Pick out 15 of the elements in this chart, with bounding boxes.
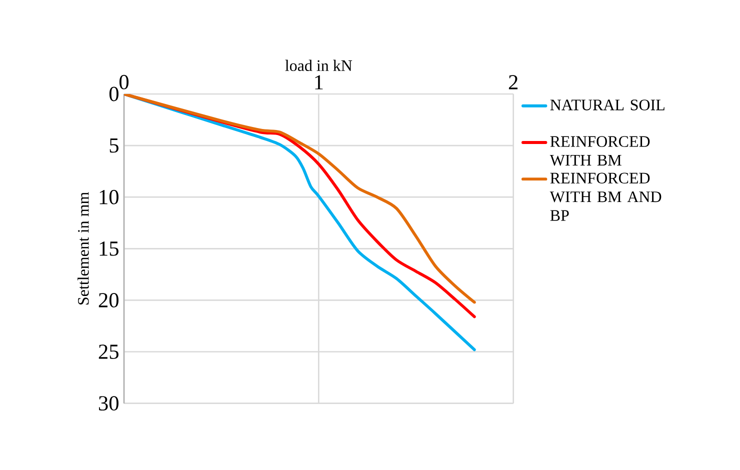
y-axis-title: Settlement in mm (78, 192, 89, 304)
y-tick-label: 30 (98, 396, 118, 411)
y-tick-label: 10 (100, 190, 118, 204)
x-tick-label: 0 (119, 74, 129, 90)
x-tick-label: 2 (508, 75, 518, 90)
legend-label: NATURAL SOIL (550, 100, 664, 110)
y-tick-label: 0 (109, 86, 118, 102)
x-tick-label: 1 (315, 75, 323, 90)
y-tick-label: 15 (100, 242, 118, 256)
y-tick-label: 25 (98, 344, 118, 359)
y-tick-label: 20 (98, 293, 118, 308)
x-axis-title: load in kN (285, 60, 352, 72)
y-tick-label: 5 (110, 138, 118, 153)
legend-label: REINFORCED WITH BM (550, 136, 650, 166)
legend-label: REINFORCED WITH BM AND BP (550, 172, 662, 221)
